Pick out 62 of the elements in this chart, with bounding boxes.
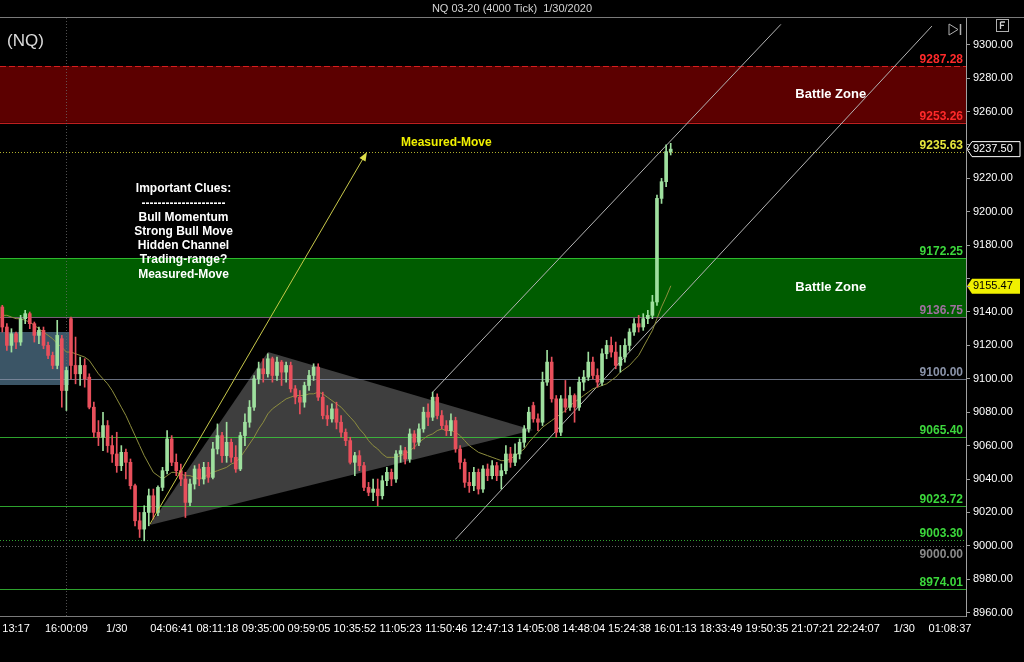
- x-tick-label: 18:33:49: [699, 621, 743, 634]
- x-tick-label: 19:50:35: [745, 621, 789, 634]
- annotation: Trading-range?: [139, 252, 228, 267]
- x-tick-label: 1/30: [106, 621, 128, 634]
- y-tick-label: 9080.00: [973, 405, 1013, 418]
- band-label: Battle Zone: [795, 279, 867, 295]
- ref-line-label: 9100.00: [919, 364, 964, 379]
- annotation: ---------------------: [141, 195, 226, 210]
- annotation: Measured-Move: [138, 266, 230, 281]
- annotation: Important Clues:: [135, 181, 232, 196]
- y-tick-label: 8960.00: [973, 605, 1013, 618]
- ref-line-label: 9023.72: [919, 492, 964, 507]
- y-tick-label: 9155.47: [973, 279, 1013, 292]
- y-tick-label: 9100.00: [973, 371, 1013, 384]
- x-tick-label: 22:24:07: [837, 621, 880, 634]
- ref-line-label: 9003.30: [919, 526, 964, 541]
- x-tick-label: 16:00:09: [44, 621, 88, 634]
- annotation: Bull Momentum: [138, 209, 229, 224]
- chart-title: NQ 03-20 (4000 Tick) 1/30/2020: [431, 2, 593, 15]
- y-tick-label: 9020.00: [973, 505, 1013, 518]
- x-tick-label: 11:05:23: [379, 621, 422, 634]
- text: (NQ): [7, 30, 44, 50]
- x-tick-label: 11:50:46: [425, 621, 468, 634]
- ref-line-label: 8974.01: [919, 575, 964, 590]
- x-tick-label: 09:59:05: [287, 621, 331, 634]
- x-tick-label: 09:35:00: [241, 621, 285, 634]
- y-tick-label: 9300.00: [973, 37, 1013, 50]
- ref-line-label: 9000.00: [919, 546, 964, 561]
- x-tick-label: 12:47:13: [470, 621, 514, 634]
- x-tick-label: 13:17: [2, 621, 30, 634]
- y-tick-label: 9220.00: [973, 171, 1013, 184]
- band-label: Battle Zone: [795, 85, 867, 101]
- y-tick-label: 9200.00: [973, 204, 1013, 217]
- y-tick-label: 9040.00: [973, 472, 1013, 485]
- x-tick-label: 16:01:13: [653, 621, 697, 634]
- ref-line-label: 9235.63: [919, 138, 964, 153]
- y-tick-label: 9000.00: [973, 538, 1013, 551]
- y-tick-label: 9280.00: [973, 71, 1013, 84]
- y-tick-label: 9260.00: [973, 104, 1013, 117]
- annotation: Strong Bull Move: [134, 223, 234, 238]
- y-tick-label: 8980.00: [973, 572, 1013, 585]
- annotation: Hidden Channel: [137, 238, 230, 253]
- x-tick-label: 15:24:38: [608, 621, 651, 634]
- y-tick-label: 9237.50: [973, 142, 1013, 155]
- ref-line-label: 9172.25: [919, 244, 964, 259]
- annotation: Measured-Move: [401, 134, 493, 149]
- y-tick-label: 9120.00: [973, 338, 1013, 351]
- x-tick-label: 14:48:04: [562, 621, 606, 634]
- x-tick-label: 1/30: [893, 621, 915, 634]
- ref-line-label: 9253.26: [919, 108, 964, 123]
- x-tick-label: 10:35:52: [333, 621, 377, 634]
- y-tick-label: 9060.00: [973, 438, 1013, 451]
- x-tick-label: 04:06:41: [150, 621, 194, 634]
- x-tick-label: 21:07:21: [791, 621, 835, 634]
- ref-line-label: 9136.75: [919, 303, 964, 318]
- x-tick-label: 08:11:18: [196, 621, 239, 634]
- ref-line-label: 9065.40: [919, 422, 964, 437]
- x-tick-label: 14:05:08: [516, 621, 560, 634]
- y-tick-label: 9180.00: [973, 238, 1013, 251]
- ref-line-label: 9287.28: [919, 51, 964, 66]
- x-tick-label: 01:08:37: [928, 621, 972, 634]
- y-tick-label: 9140.00: [973, 305, 1013, 318]
